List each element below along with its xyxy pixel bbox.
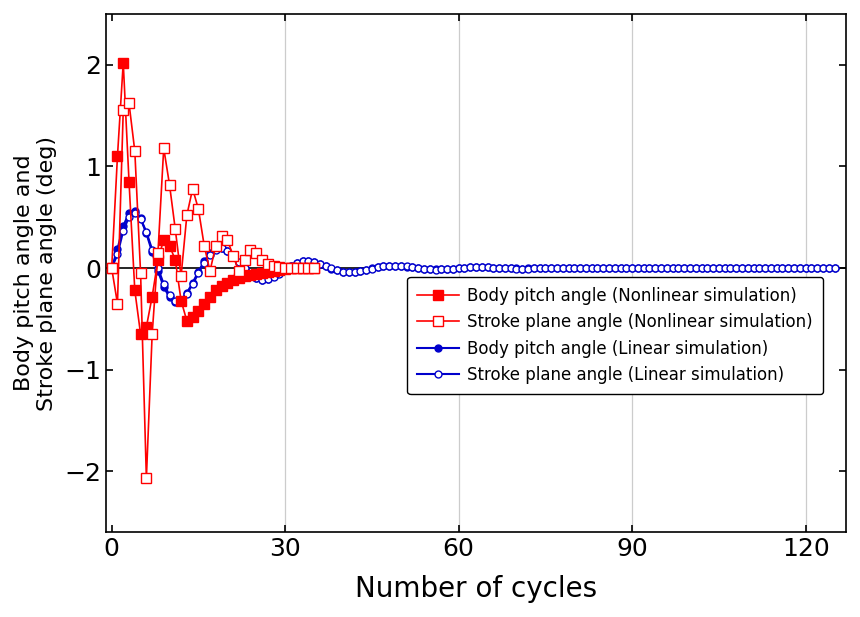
Stroke plane angle (Nonlinear simulation)	[158, 144, 169, 152]
Body pitch angle (Nonlinear simulation)	[240, 273, 250, 280]
Body pitch angle (Nonlinear simulation)	[205, 293, 215, 300]
Stroke plane angle (Linear simulation)	[107, 264, 117, 271]
Body pitch angle (Nonlinear simulation)	[107, 264, 117, 271]
Body pitch angle (Nonlinear simulation)	[170, 256, 181, 263]
Line: Body pitch angle (Linear simulation): Body pitch angle (Linear simulation)	[108, 207, 838, 305]
Body pitch angle (Linear simulation)	[598, 265, 608, 272]
Body pitch angle (Linear simulation)	[563, 264, 574, 271]
Stroke plane angle (Nonlinear simulation)	[222, 236, 232, 243]
Body pitch angle (Nonlinear simulation)	[292, 264, 302, 271]
X-axis label: Number of cycles: Number of cycles	[355, 575, 597, 603]
Body pitch angle (Nonlinear simulation)	[268, 267, 279, 275]
Stroke plane angle (Nonlinear simulation)	[107, 264, 117, 271]
Stroke plane angle (Nonlinear simulation)	[251, 249, 261, 257]
Stroke plane angle (Nonlinear simulation)	[141, 474, 151, 482]
Stroke plane angle (Linear simulation)	[303, 257, 313, 265]
Body pitch angle (Nonlinear simulation)	[234, 275, 244, 282]
Line: Stroke plane angle (Linear simulation): Stroke plane angle (Linear simulation)	[108, 209, 838, 304]
Body pitch angle (Nonlinear simulation)	[228, 276, 238, 284]
Body pitch angle (Nonlinear simulation)	[245, 271, 255, 279]
Stroke plane angle (Nonlinear simulation)	[286, 264, 296, 271]
Body pitch angle (Nonlinear simulation)	[262, 268, 273, 276]
Stroke plane angle (Nonlinear simulation)	[205, 267, 215, 275]
Stroke plane angle (Nonlinear simulation)	[217, 232, 227, 239]
Stroke plane angle (Nonlinear simulation)	[194, 205, 204, 213]
Body pitch angle (Linear simulation)	[459, 264, 470, 271]
Stroke plane angle (Nonlinear simulation)	[118, 107, 128, 114]
Line: Stroke plane angle (Nonlinear simulation): Stroke plane angle (Nonlinear simulation…	[107, 99, 319, 483]
Body pitch angle (Linear simulation)	[303, 258, 313, 265]
Stroke plane angle (Linear simulation)	[459, 264, 470, 271]
Stroke plane angle (Nonlinear simulation)	[176, 273, 187, 280]
Body pitch angle (Linear simulation)	[546, 264, 556, 271]
Stroke plane angle (Nonlinear simulation)	[309, 264, 319, 271]
Body pitch angle (Nonlinear simulation)	[113, 152, 123, 160]
Stroke plane angle (Nonlinear simulation)	[124, 100, 134, 107]
Stroke plane angle (Nonlinear simulation)	[245, 246, 255, 254]
Stroke plane angle (Nonlinear simulation)	[257, 256, 267, 263]
Stroke plane angle (Linear simulation)	[598, 265, 608, 272]
Stroke plane angle (Nonlinear simulation)	[234, 267, 244, 275]
Stroke plane angle (Nonlinear simulation)	[187, 185, 198, 193]
Stroke plane angle (Nonlinear simulation)	[199, 242, 209, 249]
Stroke plane angle (Nonlinear simulation)	[170, 226, 181, 233]
Body pitch angle (Nonlinear simulation)	[251, 270, 261, 278]
Body pitch angle (Linear simulation)	[130, 207, 140, 215]
Body pitch angle (Nonlinear simulation)	[274, 267, 285, 274]
Body pitch angle (Nonlinear simulation)	[158, 236, 169, 243]
Stroke plane angle (Nonlinear simulation)	[240, 256, 250, 263]
Body pitch angle (Nonlinear simulation)	[130, 287, 140, 294]
Body pitch angle (Nonlinear simulation)	[280, 265, 291, 273]
Stroke plane angle (Nonlinear simulation)	[147, 331, 157, 338]
Body pitch angle (Nonlinear simulation)	[199, 300, 209, 307]
Body pitch angle (Nonlinear simulation)	[181, 317, 192, 325]
Body pitch angle (Nonlinear simulation)	[286, 264, 296, 271]
Stroke plane angle (Nonlinear simulation)	[280, 264, 291, 271]
Stroke plane angle (Nonlinear simulation)	[181, 212, 192, 219]
Stroke plane angle (Nonlinear simulation)	[135, 270, 145, 277]
Body pitch angle (Nonlinear simulation)	[217, 283, 227, 290]
Stroke plane angle (Nonlinear simulation)	[303, 264, 313, 271]
Body pitch angle (Nonlinear simulation)	[141, 323, 151, 331]
Body pitch angle (Nonlinear simulation)	[222, 280, 232, 287]
Legend: Body pitch angle (Nonlinear simulation), Stroke plane angle (Nonlinear simulatio: Body pitch angle (Nonlinear simulation),…	[408, 277, 823, 394]
Stroke plane angle (Nonlinear simulation)	[274, 263, 285, 271]
Stroke plane angle (Nonlinear simulation)	[228, 252, 238, 260]
Body pitch angle (Nonlinear simulation)	[194, 307, 204, 315]
Body pitch angle (Nonlinear simulation)	[211, 287, 221, 294]
Stroke plane angle (Nonlinear simulation)	[268, 262, 279, 270]
Stroke plane angle (Nonlinear simulation)	[164, 181, 175, 188]
Body pitch angle (Nonlinear simulation)	[153, 256, 163, 263]
Body pitch angle (Nonlinear simulation)	[118, 59, 128, 67]
Stroke plane angle (Nonlinear simulation)	[153, 249, 163, 257]
Body pitch angle (Linear simulation)	[829, 264, 839, 271]
Stroke plane angle (Linear simulation)	[546, 264, 556, 271]
Body pitch angle (Linear simulation)	[170, 298, 181, 305]
Body pitch angle (Linear simulation)	[107, 264, 117, 271]
Body pitch angle (Nonlinear simulation)	[298, 264, 308, 271]
Line: Body pitch angle (Nonlinear simulation): Body pitch angle (Nonlinear simulation)	[107, 58, 319, 339]
Y-axis label: Body pitch angle and
Stroke plane angle (deg): Body pitch angle and Stroke plane angle …	[14, 136, 57, 411]
Stroke plane angle (Nonlinear simulation)	[211, 242, 221, 249]
Body pitch angle (Nonlinear simulation)	[257, 270, 267, 277]
Stroke plane angle (Linear simulation)	[158, 280, 169, 288]
Body pitch angle (Nonlinear simulation)	[164, 242, 175, 249]
Stroke plane angle (Linear simulation)	[829, 264, 839, 271]
Stroke plane angle (Nonlinear simulation)	[130, 147, 140, 155]
Stroke plane angle (Linear simulation)	[130, 209, 140, 217]
Body pitch angle (Nonlinear simulation)	[135, 331, 145, 338]
Body pitch angle (Nonlinear simulation)	[187, 313, 198, 321]
Stroke plane angle (Nonlinear simulation)	[298, 264, 308, 271]
Body pitch angle (Nonlinear simulation)	[147, 293, 157, 300]
Body pitch angle (Nonlinear simulation)	[303, 264, 313, 271]
Stroke plane angle (Nonlinear simulation)	[113, 300, 123, 307]
Body pitch angle (Linear simulation)	[158, 283, 169, 291]
Stroke plane angle (Nonlinear simulation)	[262, 260, 273, 268]
Stroke plane angle (Linear simulation)	[563, 264, 574, 271]
Body pitch angle (Nonlinear simulation)	[176, 297, 187, 304]
Stroke plane angle (Linear simulation)	[170, 297, 181, 304]
Body pitch angle (Nonlinear simulation)	[124, 178, 134, 185]
Body pitch angle (Nonlinear simulation)	[309, 264, 319, 271]
Stroke plane angle (Nonlinear simulation)	[292, 264, 302, 271]
